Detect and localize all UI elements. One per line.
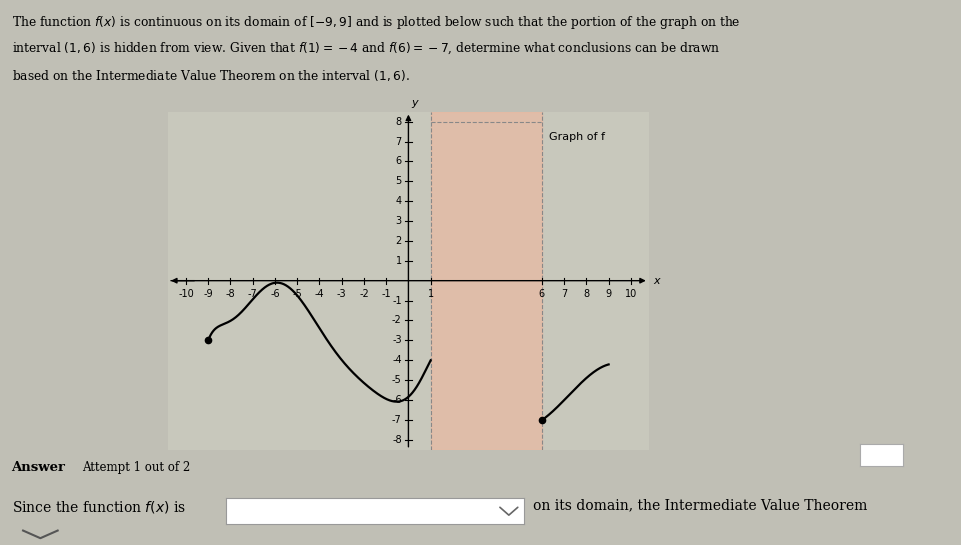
Text: -4: -4 [314, 289, 324, 299]
Text: 5: 5 [396, 176, 402, 186]
Text: 8: 8 [583, 289, 589, 299]
Text: -10: -10 [178, 289, 194, 299]
Text: -3: -3 [337, 289, 347, 299]
Text: 8: 8 [396, 117, 402, 126]
Text: -7: -7 [392, 415, 402, 425]
Text: -1: -1 [382, 289, 391, 299]
Bar [431, 112, 542, 450]
Text: 1: 1 [428, 289, 433, 299]
Text: 9: 9 [605, 289, 612, 299]
Text: 7: 7 [561, 289, 567, 299]
Text: -3: -3 [392, 335, 402, 346]
Text: Graph of f: Graph of f [549, 131, 604, 142]
Text: -7: -7 [248, 289, 258, 299]
Text: based on the Intermediate Value Theorem on the interval $(1, 6)$.: based on the Intermediate Value Theorem … [12, 68, 409, 83]
Text: y: y [411, 98, 418, 108]
Text: 3: 3 [396, 216, 402, 226]
Text: -2: -2 [392, 316, 402, 325]
Text: x: x [653, 276, 660, 286]
Text: -6: -6 [270, 289, 280, 299]
Text: 7: 7 [396, 137, 402, 147]
Text: 1: 1 [396, 256, 402, 266]
Text: Attempt 1 out of 2: Attempt 1 out of 2 [82, 461, 190, 474]
Text: -9: -9 [204, 289, 213, 299]
Text: 6: 6 [396, 156, 402, 166]
Text: -4: -4 [392, 355, 402, 365]
Text: -8: -8 [392, 435, 402, 445]
Text: 2: 2 [396, 236, 402, 246]
Text: interval $(1, 6)$ is hidden from view. Given that $f(1) = -4$ and $f(6) = -7$, d: interval $(1, 6)$ is hidden from view. G… [12, 41, 720, 56]
Text: 6: 6 [539, 289, 545, 299]
Text: -1: -1 [392, 295, 402, 306]
Text: Answer: Answer [12, 461, 65, 474]
Text: Since the function $f(x)$ is: Since the function $f(x)$ is [12, 499, 185, 514]
Text: 4: 4 [396, 196, 402, 206]
Text: -8: -8 [226, 289, 235, 299]
Text: on its domain, the Intermediate Value Theorem: on its domain, the Intermediate Value Th… [533, 499, 868, 513]
Text: -6: -6 [392, 395, 402, 405]
Text: The function $f(x)$ is continuous on its domain of $[-9, 9]$ and is plotted belo: The function $f(x)$ is continuous on its… [12, 14, 740, 31]
Text: -5: -5 [292, 289, 302, 299]
Text: 10: 10 [625, 289, 637, 299]
Text: -2: -2 [359, 289, 369, 299]
Text: -5: -5 [392, 375, 402, 385]
